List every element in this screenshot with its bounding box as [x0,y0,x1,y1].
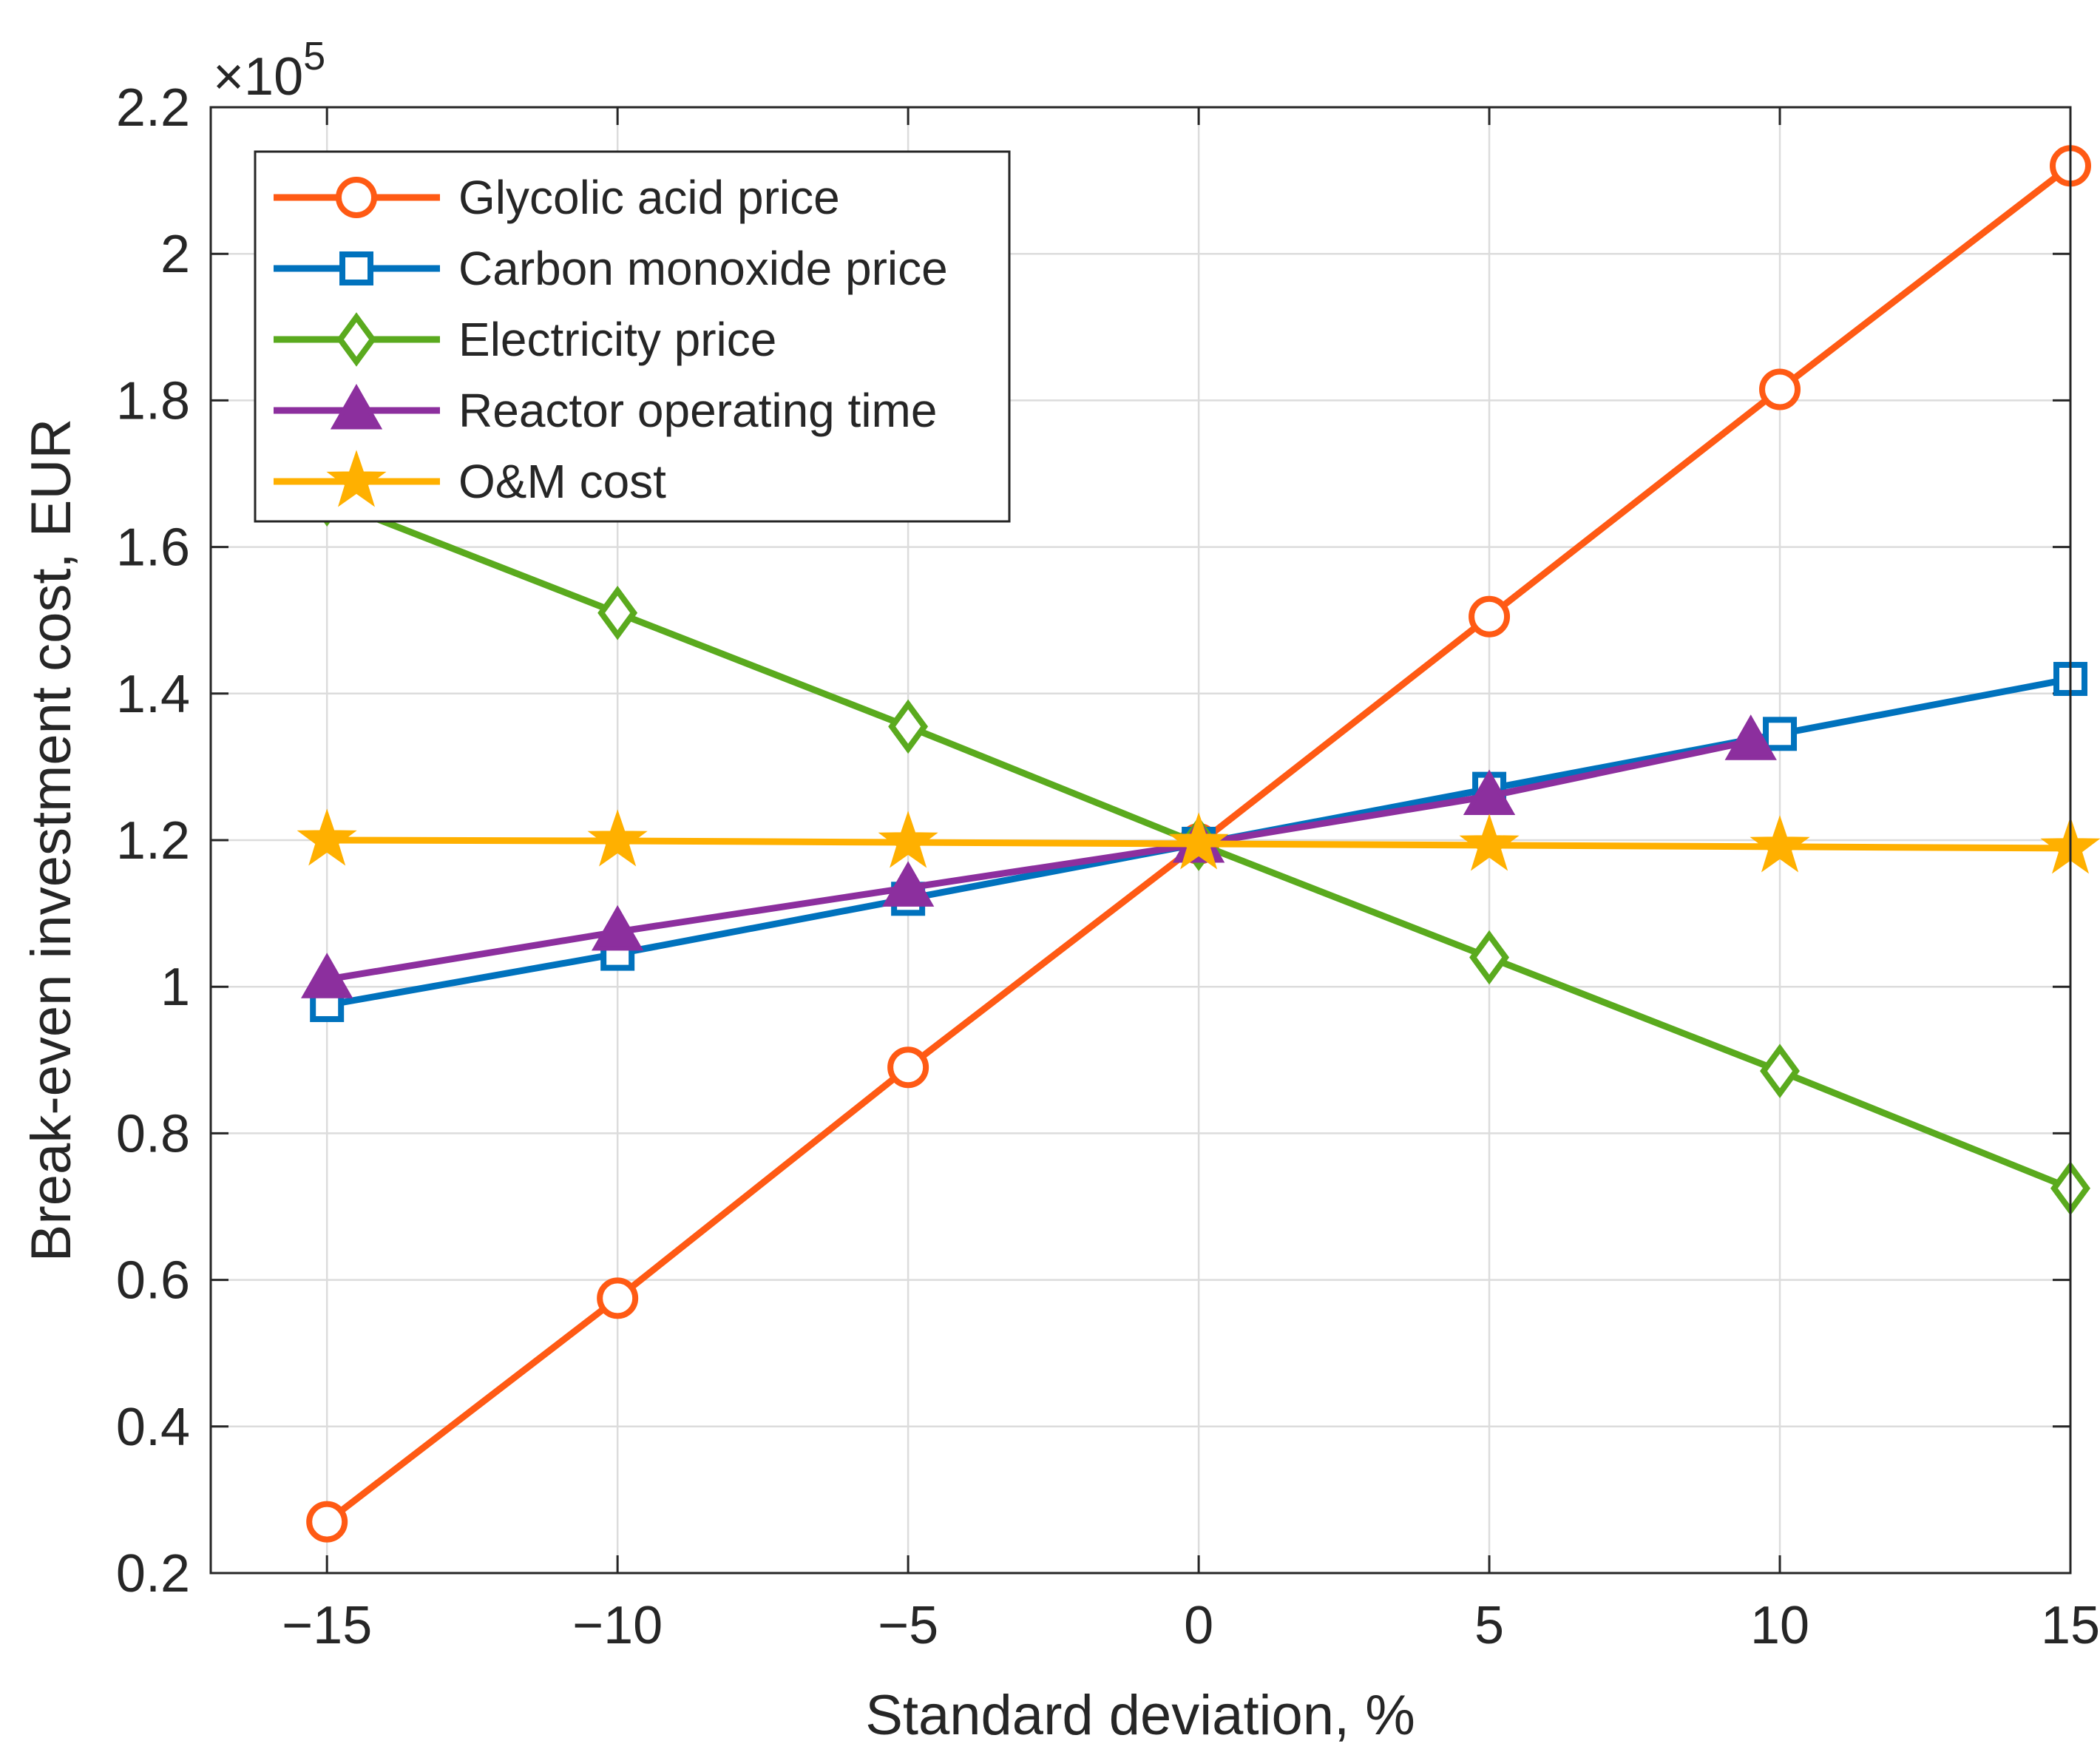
data-point [1469,595,1511,638]
y-tick-label: 0.8 [116,1104,190,1163]
data-point [1463,769,1516,816]
y-axis-label: Break-even investment cost, EUR [20,419,83,1262]
label-layer: Standard deviation, % Break-even investm… [20,34,1415,1747]
legend-item: Reactor operating time [274,383,937,437]
data-point [888,699,929,754]
y-exponent-base: ×10 [213,47,303,106]
series-reactor-operating-time [301,714,1777,998]
legend-item: Electricity price [274,312,776,367]
data-point [301,953,353,998]
y-tick-label: 0.2 [116,1544,190,1603]
data-point [1760,1044,1800,1098]
legend-marker-icon [330,383,383,430]
data-point [1750,815,1810,873]
data-point [881,861,935,907]
y-tick-label: 2.2 [116,78,190,138]
legend-item: O&M cost [274,450,666,508]
data-point [878,811,938,868]
legend-label: Electricity price [458,313,776,366]
y-tick-label: 0.6 [116,1251,190,1311]
x-tick-label: −10 [572,1596,663,1655]
legend-marker-icon [326,450,387,507]
legend-item: Glycolic acid price [274,171,840,224]
legend-marker-icon [336,312,376,367]
legend-label: Carbon monoxide price [458,242,948,295]
y-tick-label: 1.8 [116,371,190,430]
data-point [1724,714,1777,760]
legend-marker-icon [339,251,373,285]
x-axis-label: Standard deviation, % [865,1684,1415,1747]
x-tick-label: 5 [1474,1596,1504,1655]
data-point [597,586,638,640]
plot-frame [209,106,2072,1575]
x-tick-label: −5 [878,1596,938,1655]
y-exponent-label: ×105 [213,34,325,106]
x-tick-label: −15 [282,1596,372,1655]
legend-label: O&M cost [458,455,666,508]
x-tick-label: 0 [1184,1596,1213,1655]
y-tick-label: 1.2 [116,811,190,870]
data-point [587,809,648,867]
data-point [1469,930,1510,985]
legend-marker-icon [336,177,377,218]
y-tick-label: 1.4 [116,665,190,724]
data-point [597,1277,639,1319]
y-tick-label: 1.6 [116,518,190,578]
legend-label: Glycolic acid price [458,171,840,224]
data-point [1759,368,1801,410]
y-tick-label: 0.4 [116,1398,190,1457]
y-exponent-power: 5 [303,34,325,78]
series-layer [297,145,2100,1543]
y-tick-label: 2 [160,225,190,284]
data-point [297,808,357,866]
x-tick-label: 15 [2041,1596,2100,1655]
legend: Glycolic acid price Carbon monoxide price… [254,150,1011,523]
legend-label: Reactor operating time [458,384,937,437]
data-point [1459,814,1520,871]
series-line [323,737,1755,983]
tick-layer: −15 −10 −5 0 5 10 15 0.2 0.4 0.6 0.8 1 1.2 1.4 1.6 1.8 2… [116,78,2100,1655]
legend-item: Carbon monoxide price [274,242,948,295]
data-point [591,904,644,951]
data-point [1168,812,1229,870]
data-point [1763,717,1798,751]
data-point [306,1501,348,1543]
data-point [887,1046,929,1089]
x-tick-label: 10 [1750,1596,1809,1655]
y-tick-label: 1 [160,958,190,1017]
